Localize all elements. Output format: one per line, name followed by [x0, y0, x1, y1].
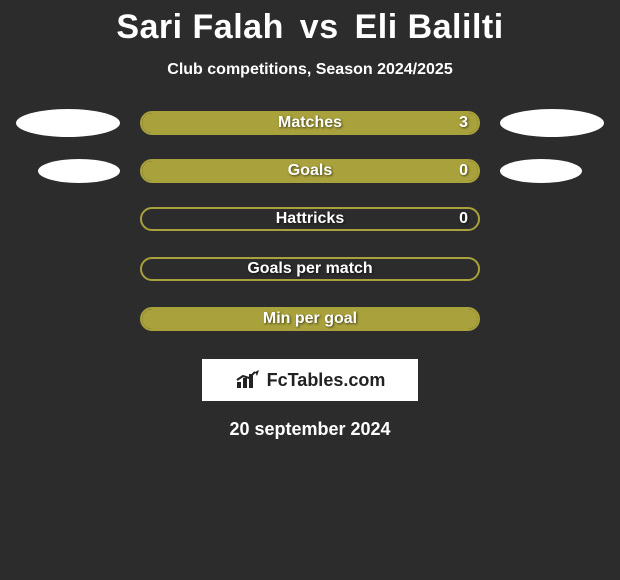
right-spacer	[500, 305, 604, 333]
left-spacer	[16, 305, 120, 333]
left-spacer	[16, 255, 120, 283]
stat-label: Goals	[288, 162, 332, 180]
comparison-container: Sari Falah vs Eli Balilti Club competiti…	[0, 0, 620, 440]
stat-label: Hattricks	[276, 210, 344, 228]
stat-label: Matches	[278, 114, 342, 132]
stat-value-right: 0	[459, 210, 468, 228]
logo-text: FcTables.com	[267, 370, 386, 391]
stat-row: Hattricks 0	[0, 205, 620, 233]
stat-value-right: 3	[459, 114, 468, 132]
stat-row: Goals per match	[0, 255, 620, 283]
bar-fill-right	[471, 161, 478, 181]
stat-value-right: 0	[459, 162, 468, 180]
vs-label: vs	[300, 8, 339, 46]
left-ellipse	[16, 109, 120, 137]
right-spacer	[500, 255, 604, 283]
page-title: Sari Falah vs Eli Balilti	[0, 8, 620, 47]
left-ellipse	[38, 159, 120, 183]
right-ellipse	[500, 109, 604, 137]
right-spacer	[500, 205, 604, 233]
player2-name: Eli Balilti	[355, 8, 504, 46]
stat-row: Min per goal	[0, 305, 620, 333]
player1-name: Sari Falah	[116, 8, 284, 46]
stat-label: Goals per match	[247, 260, 372, 278]
stat-bar: Matches 3	[140, 111, 480, 135]
right-ellipse	[500, 159, 582, 183]
stat-rows: Matches 3 Goals 0 Hattricks 0 Goals per match M…	[0, 109, 620, 333]
left-spacer	[16, 205, 120, 233]
stat-row: Matches 3	[0, 109, 620, 137]
logo-chart-icon	[235, 370, 261, 390]
bar-fill-right	[471, 113, 478, 133]
logo-box: FcTables.com	[202, 359, 418, 401]
stat-bar: Goals per match	[140, 257, 480, 281]
stat-label: Min per goal	[263, 310, 357, 328]
stat-row: Goals 0	[0, 159, 620, 183]
stat-bar: Hattricks 0	[140, 207, 480, 231]
stat-bar: Min per goal	[140, 307, 480, 331]
bar-fill-right	[471, 309, 478, 329]
date-label: 20 september 2024	[0, 419, 620, 440]
subtitle: Club competitions, Season 2024/2025	[0, 61, 620, 79]
stat-bar: Goals 0	[140, 159, 480, 183]
